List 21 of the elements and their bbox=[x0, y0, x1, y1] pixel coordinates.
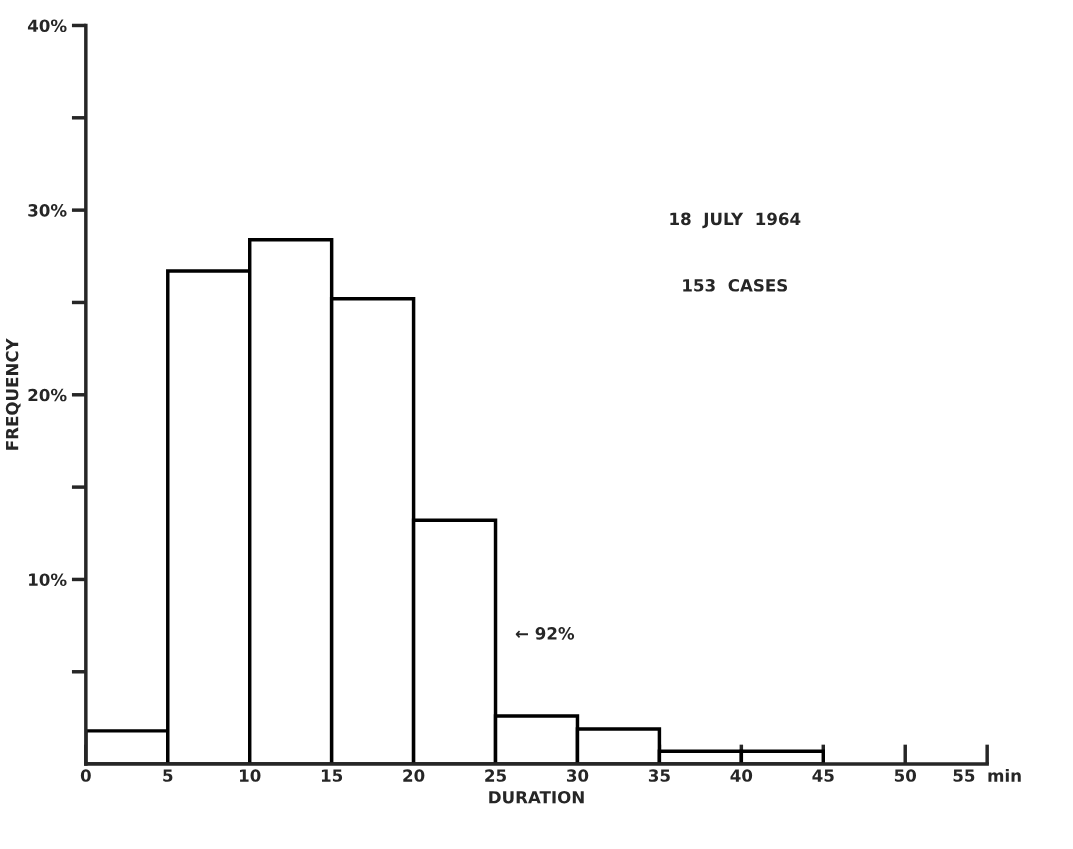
x-tick-label: 30 bbox=[566, 769, 589, 782]
x-tick-label: 10 bbox=[240, 769, 261, 782]
x-axis-title: DURATION bbox=[489, 790, 584, 804]
x-tick-label: 35 bbox=[648, 769, 670, 782]
x-tick-label: 20 bbox=[403, 769, 425, 782]
x-tick-label: 40 bbox=[730, 769, 753, 782]
annotation: 18 JULY 1964 bbox=[670, 212, 801, 229]
y-tick-label: 10% bbox=[29, 573, 67, 587]
x-tick-label: 55 min bbox=[953, 768, 1021, 782]
x-tick-label: 50 bbox=[894, 769, 917, 782]
y-tick-label: 20% bbox=[28, 388, 67, 402]
y-axis-title: FREQUENCY bbox=[5, 338, 21, 450]
annotation: 153 CASES bbox=[683, 279, 788, 292]
y-tick-label: 40% bbox=[27, 19, 67, 33]
x-tick-label: 5 bbox=[163, 769, 173, 782]
x-tick-label: 15 bbox=[321, 769, 343, 782]
x-tick-label: 45 bbox=[812, 769, 834, 782]
y-tick-label: 30% bbox=[28, 204, 67, 217]
annotation: ← 92% bbox=[515, 627, 575, 640]
x-tick-label: 0 bbox=[80, 769, 91, 782]
x-tick-label: 25 bbox=[485, 769, 506, 782]
